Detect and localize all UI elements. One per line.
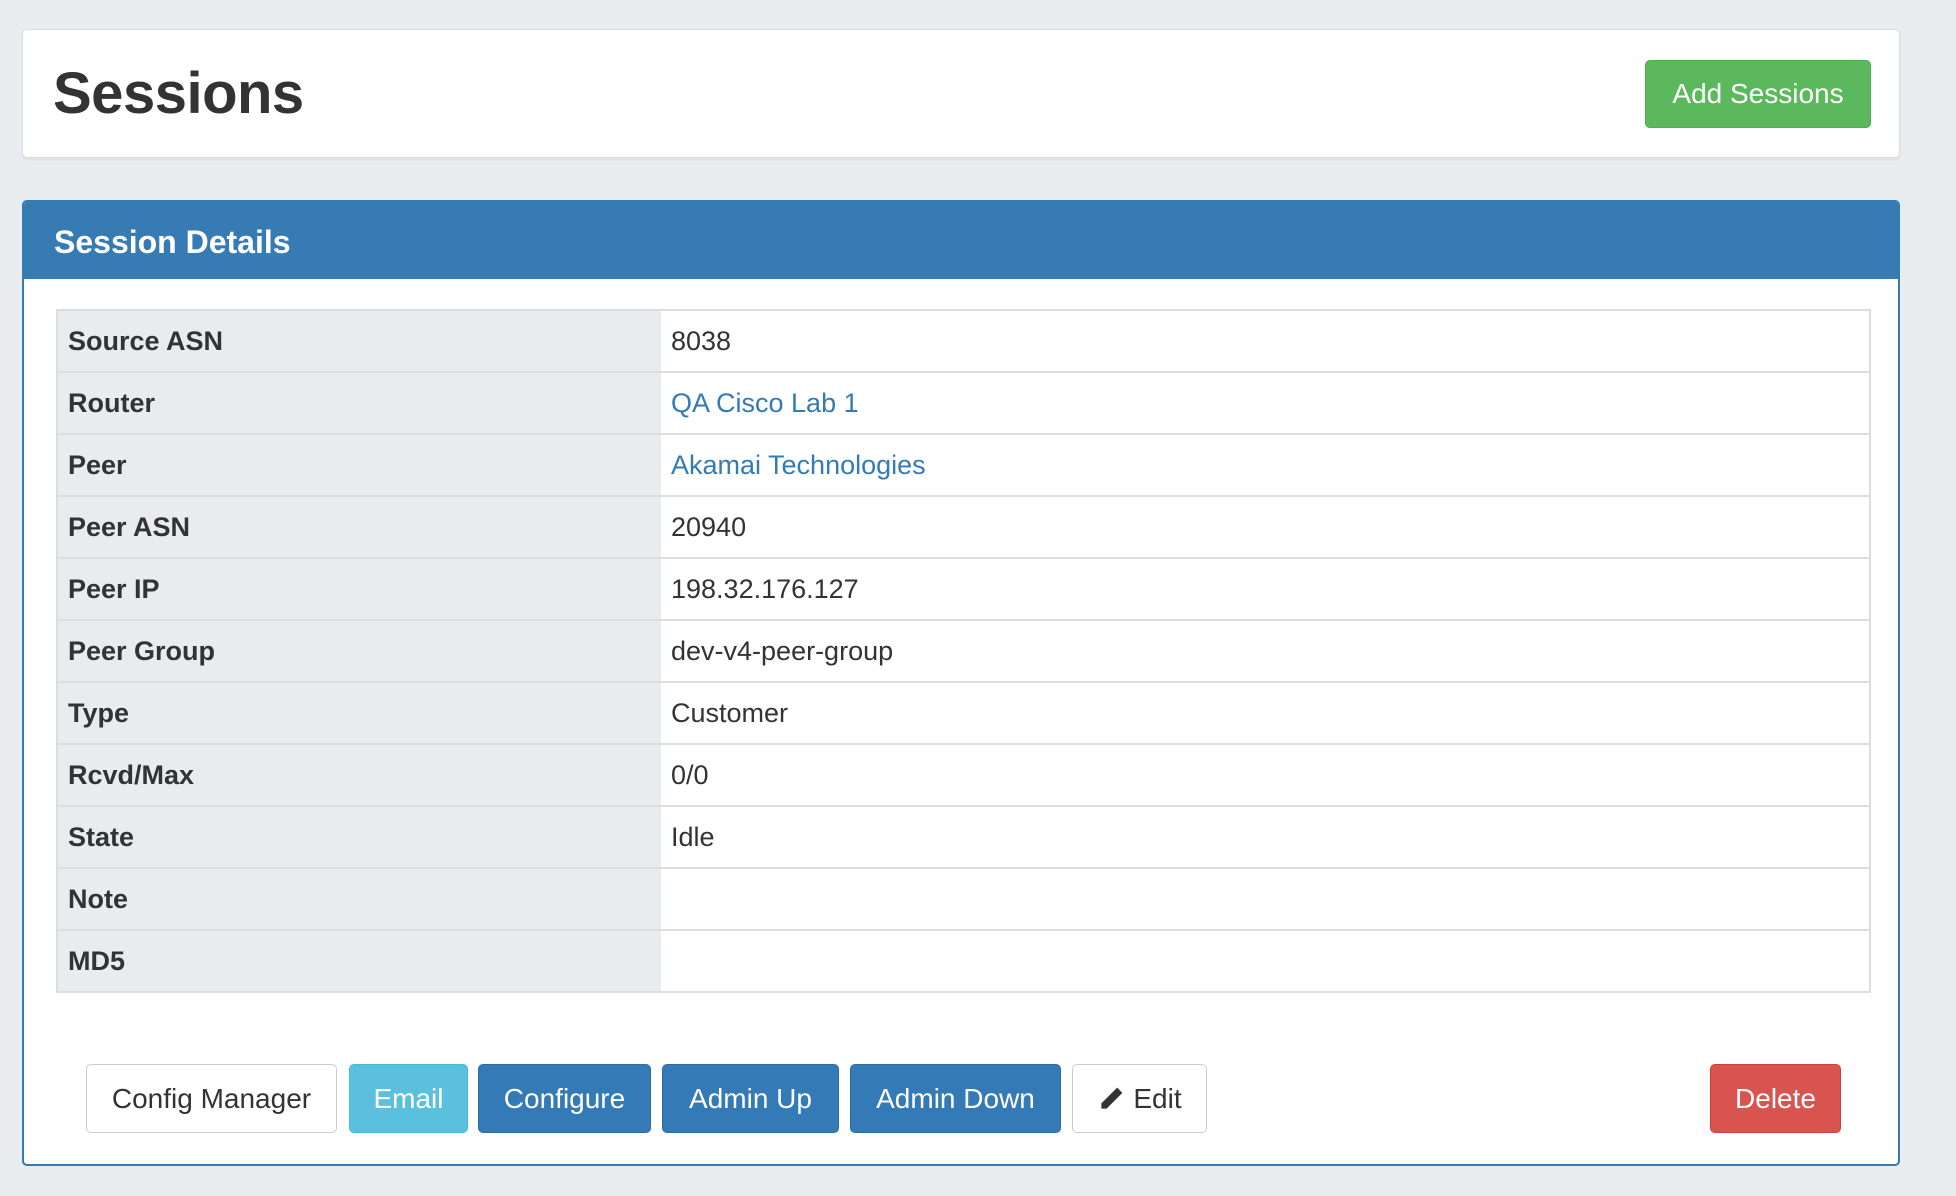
table-row: State Idle (57, 805, 1870, 868)
admin-up-button[interactable]: Admin Up (662, 1064, 839, 1133)
row-value: 8038 (661, 309, 1870, 372)
table-row: Peer Akamai Technologies (57, 433, 1870, 496)
add-sessions-button[interactable]: Add Sessions (1645, 60, 1871, 128)
row-label: Source ASN (57, 309, 661, 372)
configure-button[interactable]: Configure (478, 1064, 651, 1133)
row-value: 198.32.176.127 (661, 557, 1870, 620)
page-title: Sessions (53, 61, 304, 126)
config-manager-button[interactable]: Config Manager (86, 1064, 337, 1133)
row-label: Peer ASN (57, 495, 661, 558)
delete-button[interactable]: Delete (1710, 1064, 1841, 1133)
row-label: Peer (57, 433, 661, 496)
details-table: Source ASN 8038 Router QA Cisco Lab 1 Peer Ak… (56, 309, 1871, 993)
table-row: Rcvd/Max 0/0 (57, 743, 1870, 806)
row-label: State (57, 805, 661, 868)
row-value: Customer (661, 681, 1870, 744)
row-label: Rcvd/Max (57, 743, 661, 806)
table-row: Note (57, 867, 1870, 930)
row-value (661, 867, 1870, 930)
page-header: Sessions Add Sessions (22, 29, 1900, 158)
table-row: Peer Group dev-v4-peer-group (57, 619, 1870, 682)
edit-label: Edit (1133, 1082, 1182, 1114)
table-row: Peer IP 198.32.176.127 (57, 557, 1870, 620)
session-details-panel: Session Details Source ASN 8038 Router QA C… (22, 200, 1900, 1166)
row-label: MD5 (57, 929, 661, 992)
pencil-icon (1101, 1087, 1123, 1109)
table-row: Router QA Cisco Lab 1 (57, 371, 1870, 434)
table-row: Peer ASN 20940 (57, 495, 1870, 558)
table-row: Source ASN 8038 (57, 309, 1870, 372)
admin-down-button[interactable]: Admin Down (850, 1064, 1061, 1133)
row-value (661, 929, 1870, 992)
row-value: dev-v4-peer-group (661, 619, 1870, 682)
row-label: Note (57, 867, 661, 930)
row-label: Peer Group (57, 619, 661, 682)
table-row: MD5 (57, 929, 1870, 992)
table-row: Type Customer (57, 681, 1870, 744)
row-value: 0/0 (661, 743, 1870, 806)
email-button[interactable]: Email (349, 1064, 468, 1133)
row-value: 20940 (661, 495, 1870, 558)
row-value-cell: Akamai Technologies (661, 433, 1870, 496)
row-value: Idle (661, 805, 1870, 868)
row-value-link[interactable]: QA Cisco Lab 1 (671, 387, 859, 418)
edit-button[interactable]: Edit (1072, 1064, 1207, 1133)
row-label: Type (57, 681, 661, 744)
row-value-link[interactable]: Akamai Technologies (671, 449, 926, 480)
row-label: Router (57, 371, 661, 434)
row-value-cell: QA Cisco Lab 1 (661, 371, 1870, 434)
panel-title: Session Details (24, 202, 1898, 279)
row-label: Peer IP (57, 557, 661, 620)
